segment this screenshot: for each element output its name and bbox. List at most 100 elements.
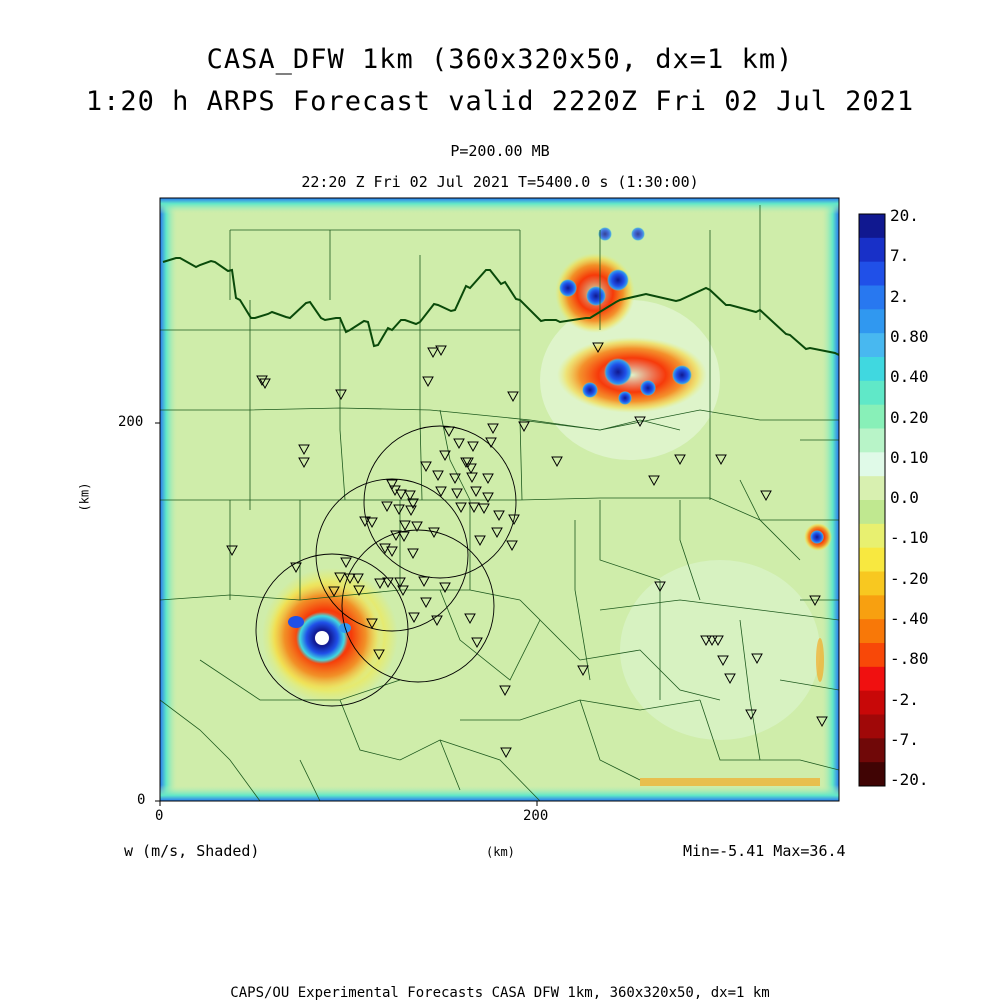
colorbar-swatch: [859, 643, 885, 668]
county-line: [599, 599, 839, 621]
station-marker: [724, 673, 736, 685]
cell-east-edge: [804, 523, 832, 551]
station-marker: [816, 716, 828, 728]
station-marker: [359, 516, 371, 528]
station-marker: [390, 530, 402, 542]
station-marker: [420, 461, 432, 473]
station-marker: [407, 548, 419, 560]
station-marker: [386, 546, 398, 558]
edge-right: [821, 198, 839, 801]
station-marker: [474, 535, 486, 547]
station-marker: [467, 441, 479, 453]
station-marker: [706, 635, 718, 647]
station-marker: [411, 521, 423, 533]
county-boundaries: [160, 205, 839, 801]
edge-bottom: [160, 785, 839, 801]
bottom-edge-orange-band: [640, 778, 820, 786]
radar-ring: [315, 478, 469, 632]
station-marker: [439, 450, 451, 462]
state-boundary-red-river: [162, 257, 839, 356]
station-marker: [290, 562, 302, 574]
edge-top: [160, 198, 839, 214]
county-line: [574, 520, 591, 681]
station-marker: [398, 531, 410, 543]
county-line: [160, 699, 261, 801]
radar-ring: [255, 553, 409, 707]
colorbar-swatch: [859, 547, 885, 572]
station-marker: [499, 685, 511, 697]
station-marker: [462, 457, 474, 469]
county-line: [519, 419, 681, 431]
station-marker: [381, 501, 393, 513]
station-marker: [334, 572, 346, 584]
edge-left: [160, 198, 178, 801]
county-line: [160, 407, 839, 431]
station-marker: [344, 573, 356, 585]
station-marker: [508, 514, 520, 526]
colorbar-label: 0.10: [890, 447, 929, 467]
station-marker: [592, 342, 604, 354]
station-marker: [353, 585, 365, 597]
county-line: [160, 589, 521, 601]
station-marker: [468, 502, 480, 514]
y-tick-label-200: 200: [118, 414, 144, 430]
cell-southwest: [262, 568, 398, 704]
station-marker: [422, 376, 434, 388]
station-marker: [386, 479, 398, 491]
colorbar-swatch: [859, 333, 885, 358]
station-marker: [256, 375, 268, 387]
county-line: [739, 479, 801, 561]
station-marker: [298, 457, 310, 469]
station-marker: [507, 391, 519, 403]
county-line: [539, 619, 721, 701]
station-marker: [366, 618, 378, 630]
colorbar-swatch: [859, 690, 885, 715]
colorbar-label: 7.: [890, 246, 910, 266]
station-marker: [471, 637, 483, 649]
station-marker: [478, 503, 490, 515]
station-marker: [751, 653, 763, 665]
colorbar-label: -2.: [890, 689, 919, 709]
station-marker: [428, 527, 440, 539]
county-line: [779, 679, 839, 691]
station-marker: [405, 505, 417, 517]
colorbar-label: 0.40: [890, 367, 929, 387]
county-line: [299, 759, 321, 801]
station-marker: [373, 649, 385, 661]
station-marker: [449, 473, 461, 485]
colorbar-swatch: [859, 452, 885, 477]
station-marker: [399, 520, 411, 532]
county-line: [160, 497, 839, 521]
station-marker: [397, 585, 409, 597]
station-marker: [407, 498, 419, 510]
station-marker: [654, 581, 666, 593]
station-marker: [451, 488, 463, 500]
cell-northeast: [557, 337, 707, 413]
station-marker: [485, 437, 497, 449]
station-marker: [453, 438, 465, 450]
station-marker: [464, 613, 476, 625]
colorbar-swatch: [859, 619, 885, 644]
station-marker: [487, 423, 499, 435]
station-marker: [435, 345, 447, 357]
colorbar-swatch: [859, 500, 885, 525]
station-marker: [443, 426, 455, 438]
station-marker: [393, 504, 405, 516]
credit-line: CAPS/OU Experimental Forecasts CASA DFW …: [230, 985, 770, 1001]
cell-north: [555, 227, 645, 333]
station-marker: [366, 517, 378, 529]
station-marker: [712, 635, 724, 647]
y-axis-label: (km): [77, 482, 92, 512]
station-marker: [455, 502, 467, 514]
y-tick-label-0: 0: [137, 792, 146, 808]
pressure-level-label: P=200.00 MB: [450, 142, 550, 160]
station-marker: [226, 545, 238, 557]
station-marker: [374, 578, 386, 590]
station-marker: [408, 612, 420, 624]
colorbar-swatch: [859, 523, 885, 549]
county-line: [439, 739, 541, 801]
colorbar-swatch: [859, 714, 885, 739]
station-marker: [382, 577, 394, 589]
county-line: [519, 230, 523, 501]
